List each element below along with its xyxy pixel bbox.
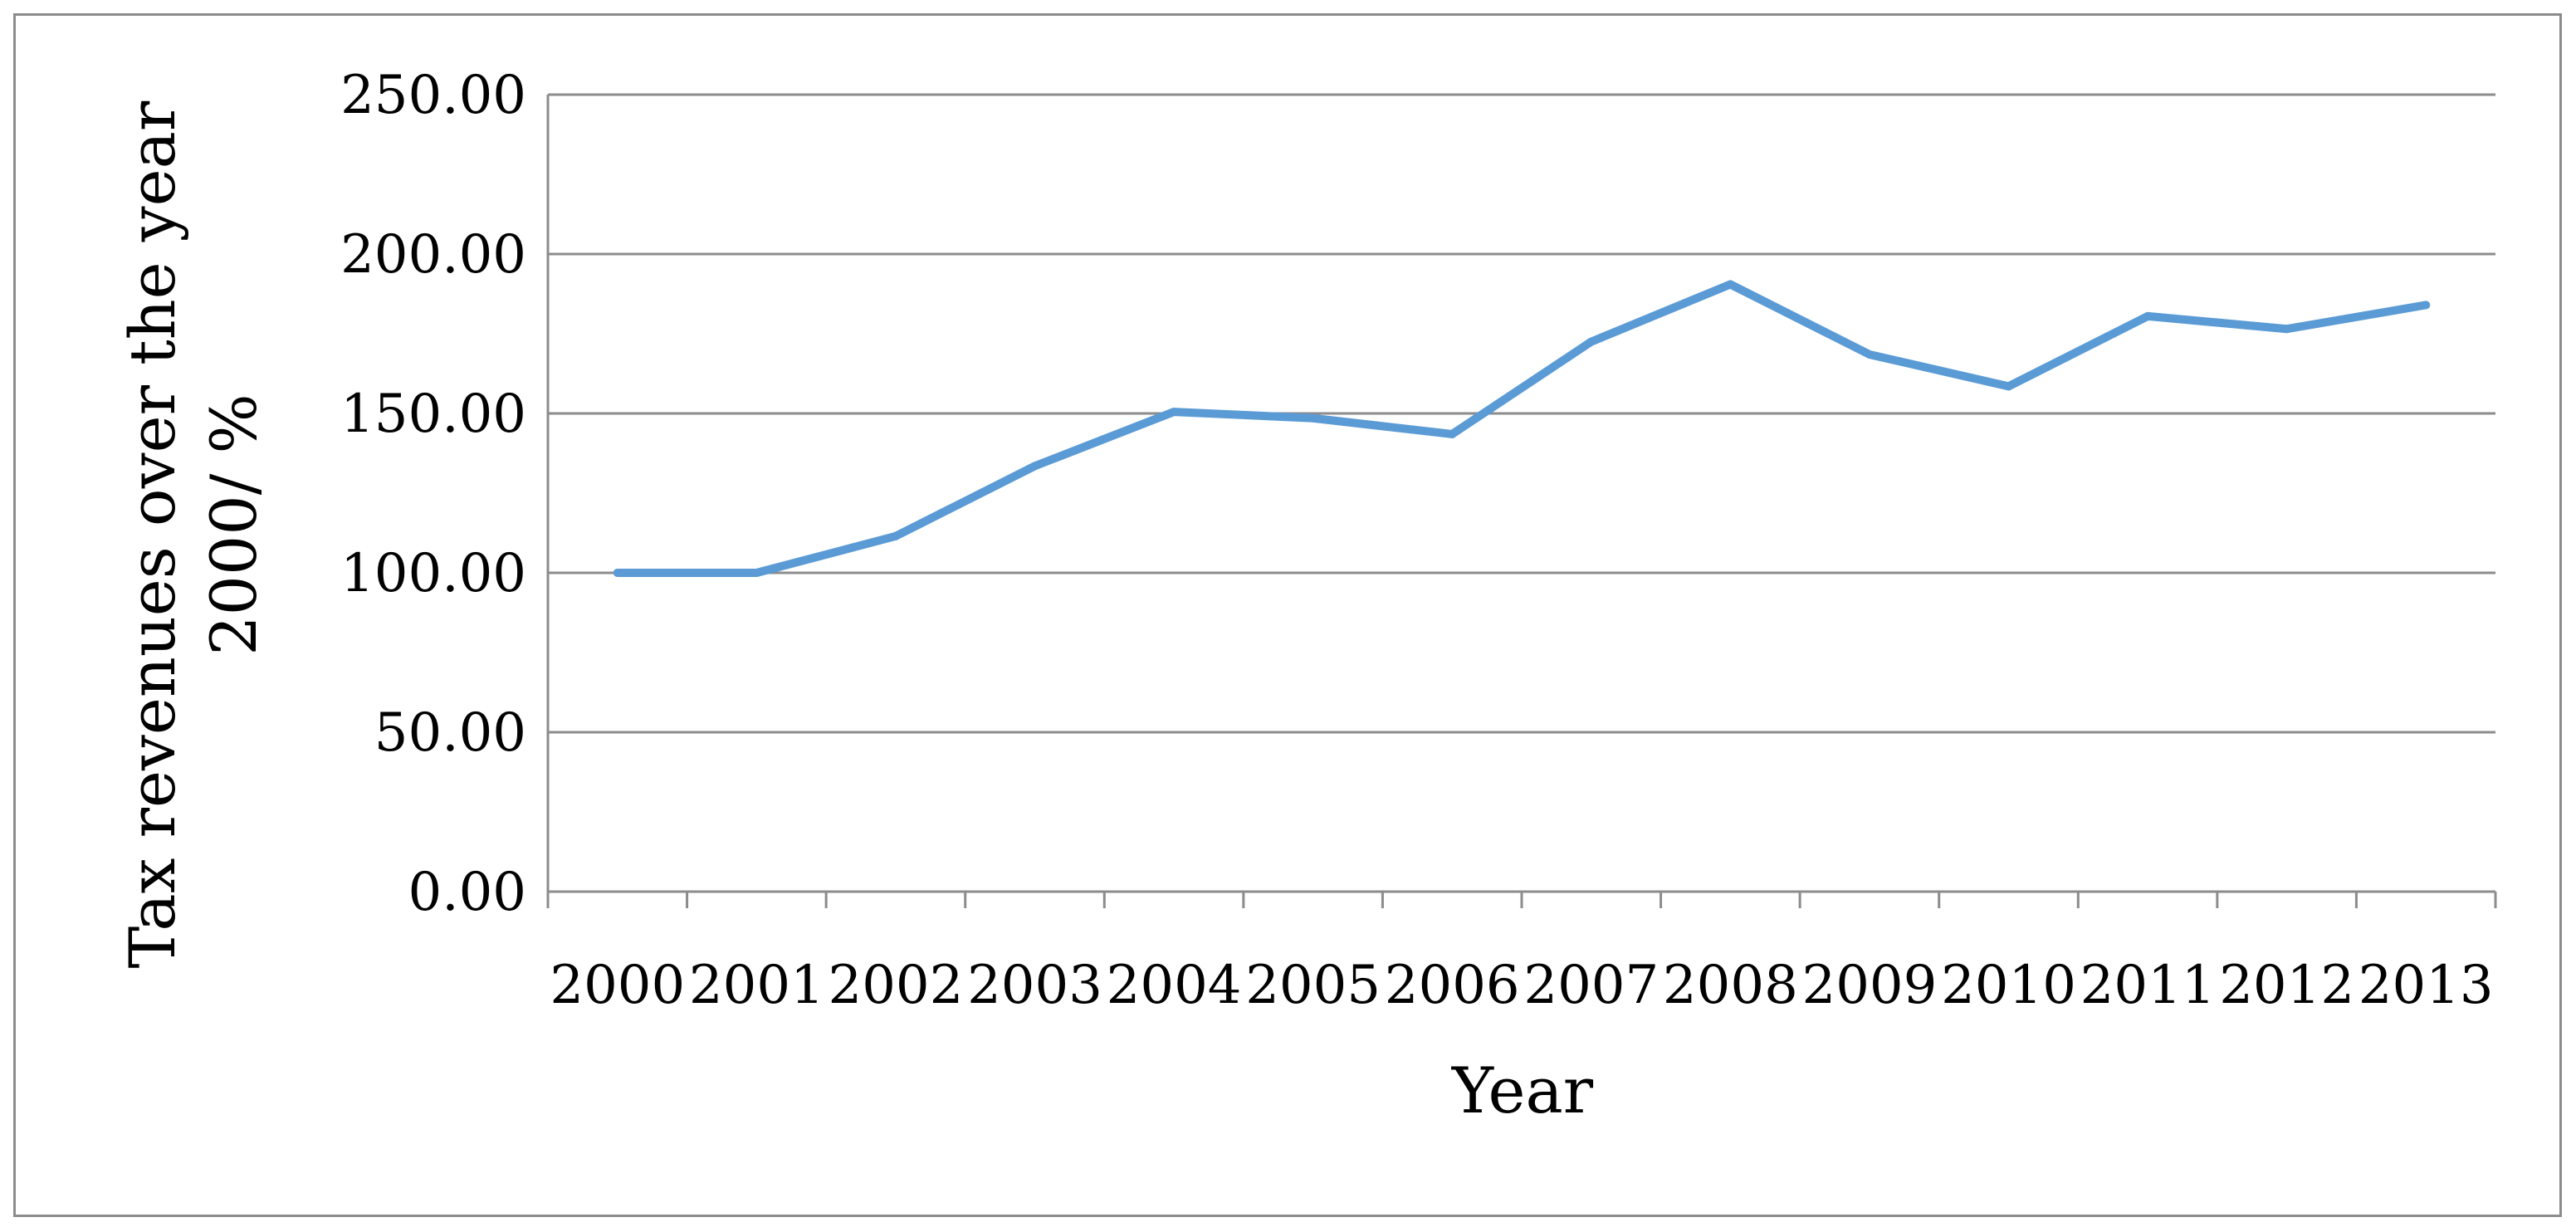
y-axis-title: Tax revenues over the year 2000/ % [115,81,271,969]
x-tick-label: 2010 [1941,955,2076,1016]
x-tick-label: 2006 [1385,955,1520,1016]
data-point-2006 [1448,429,1457,438]
y-tick-label: 0.00 [408,862,527,923]
x-tick-label: 2000 [550,955,685,1016]
x-tick-label: 2013 [2358,955,2494,1016]
x-tick-label: 2009 [1801,955,1937,1016]
y-tick-labels: 0.00 50.00 100.00 150.00 200.00 250.00 [340,65,526,923]
y-axis-title-line-1: Tax revenues over the year [115,100,189,968]
x-tick-labels: 2000 2001 2002 2003 2004 2005 2006 2007 2008 2009… [550,955,2493,1016]
data-point-2004 [1170,408,1179,417]
y-tick-label: 100.00 [340,543,526,604]
x-tick-label: 2002 [828,955,963,1016]
chart-frame [13,13,2562,1217]
x-tick-label: 2005 [1245,955,1381,1016]
y-tick-label: 50.00 [374,702,526,764]
x-tick-label: 2004 [1107,955,1242,1016]
y-tick-label: 200.00 [340,224,526,286]
x-tick-label: 2007 [1523,955,1659,1016]
x-tick-label: 2008 [1663,955,1798,1016]
x-tick-label: 2001 [689,955,824,1016]
x-tick-label: 2012 [2219,955,2354,1016]
y-tick-label: 250.00 [340,65,526,126]
data-point-2009 [1865,350,1874,359]
series-line-0 [613,280,2431,577]
data-point-2013 [2422,301,2431,310]
axes [546,95,2497,908]
data-point-2007 [1586,337,1596,346]
data-point-2010 [2004,382,2013,391]
x-tick-label: 2003 [967,955,1102,1016]
data-point-2005 [1308,413,1317,423]
data-point-2003 [1030,462,1039,471]
data-point-2001 [752,569,761,577]
data-point-2008 [1726,280,1735,289]
y-axis-title-line-2: 2000/ % [197,394,271,655]
x-axis-title: Year [1451,1054,1594,1127]
x-tick-label: 2011 [2080,955,2216,1016]
y-tick-label: 150.00 [340,384,526,445]
data-point-2002 [891,531,900,540]
data-point-2011 [2143,311,2153,320]
series-layer [613,280,2431,577]
gridlines [548,93,2495,734]
data-point-2012 [2282,325,2291,334]
data-point-2000 [613,569,622,577]
